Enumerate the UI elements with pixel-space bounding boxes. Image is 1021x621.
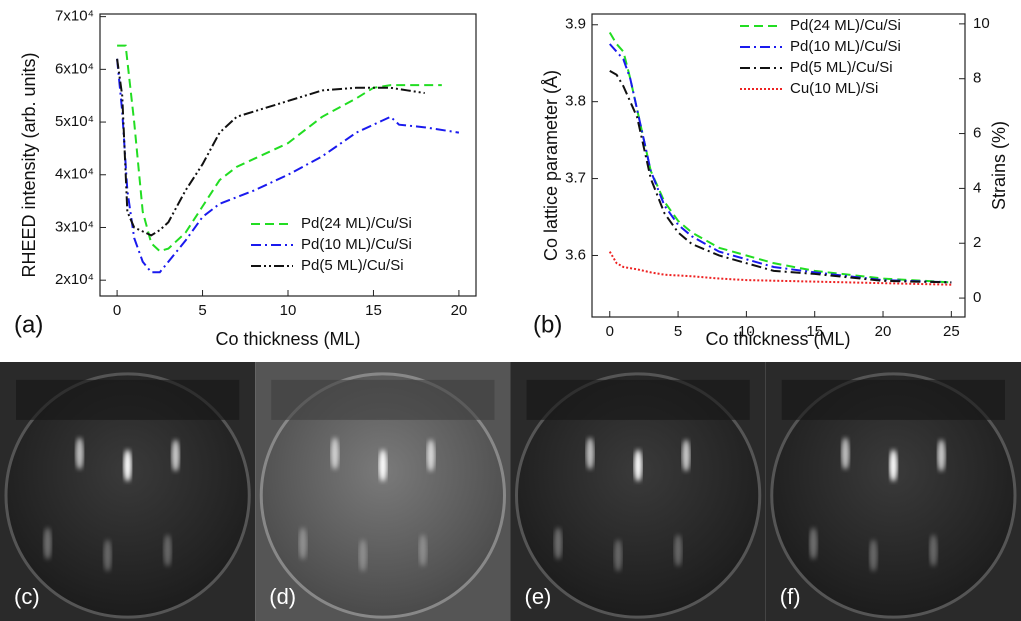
plot-frame: [99, 13, 477, 297]
screen: [515, 372, 762, 619]
x-tick-label: 20: [875, 323, 892, 340]
diffraction-streak: [418, 534, 427, 567]
diffraction-streak: [841, 437, 850, 470]
x-tick-label: 5: [674, 323, 682, 340]
x-tick-label: 0: [606, 323, 614, 340]
screen: [4, 372, 251, 619]
diffraction-streak: [809, 527, 818, 560]
data-line: [608, 31, 952, 284]
diffraction-streak: [378, 449, 387, 482]
y-tick-label: 5x10⁴: [55, 113, 94, 130]
diffraction-streak: [330, 437, 339, 470]
diffraction-streak: [929, 534, 938, 567]
shadow-band: [781, 379, 1005, 420]
diffraction-streak: [75, 437, 84, 470]
plot-frame: [591, 13, 966, 318]
x-axis-title: Co thickness (ML): [705, 329, 850, 349]
diffraction-streak: [426, 439, 435, 472]
x-tick-label: 10: [280, 302, 297, 319]
y2-tick-label: 6: [973, 125, 981, 142]
x-tick-label: 5: [198, 302, 206, 319]
x-tick-label: 15: [365, 302, 382, 319]
data-line: [116, 58, 460, 274]
rheed-image: (d): [255, 362, 511, 621]
image-label: (c): [14, 584, 40, 609]
data-line: [609, 70, 952, 284]
diffraction-streak: [43, 527, 52, 560]
data-line: [609, 43, 952, 284]
legend-label: Pd(5 ML)/Cu/Si: [301, 257, 404, 274]
y2-axis-title: Strains (%): [989, 121, 1009, 210]
diffraction-streak: [171, 439, 180, 472]
diffraction-streak: [674, 534, 683, 567]
y2-tick-label: 0: [973, 289, 981, 306]
diffraction-streak: [103, 539, 112, 572]
legend-label: Pd(24 ML)/Cu/Si: [301, 215, 412, 232]
y-tick-label: 2x10⁴: [55, 271, 94, 288]
screen: [259, 372, 506, 619]
diffraction-streak: [123, 449, 132, 482]
y-tick-label: 3x10⁴: [55, 218, 94, 235]
diffraction-streak: [889, 449, 898, 482]
diffraction-streak: [298, 527, 307, 560]
rheed-image: (c): [0, 362, 256, 621]
legend-label: Pd(10 ML)/Cu/Si: [301, 236, 412, 253]
x-tick-label: 15: [806, 323, 823, 340]
y2-tick-label: 10: [973, 15, 990, 32]
rheed-image: (e): [510, 362, 766, 621]
diffraction-streak: [614, 539, 623, 572]
x-tick-label: 0: [113, 302, 121, 319]
screen: [770, 372, 1017, 619]
y-tick-label: 7x10⁴: [55, 8, 94, 25]
panel-label: (a): [14, 311, 43, 338]
data-line: [608, 251, 952, 286]
data-line: [116, 58, 425, 237]
x-axis-title: Co thickness (ML): [215, 329, 360, 349]
y-axis-title: RHEED intensity (arb. units): [19, 52, 39, 277]
diffraction-streak: [634, 449, 643, 482]
image-label: (d): [269, 584, 296, 609]
legend-label: Pd(5 ML)/Cu/Si: [790, 59, 893, 76]
y-tick-label: 3.8: [565, 93, 586, 110]
diffraction-streak: [554, 527, 563, 560]
image-label: (f): [780, 584, 801, 609]
image-label: (e): [525, 584, 552, 609]
rheed-image: (f): [765, 362, 1021, 621]
diffraction-streak: [586, 437, 595, 470]
shadow-band: [271, 379, 495, 420]
y-tick-label: 3.9: [565, 16, 586, 33]
y2-tick-label: 4: [973, 179, 981, 196]
y-tick-label: 6x10⁴: [55, 60, 94, 77]
diffraction-streak: [163, 534, 172, 567]
y-tick-label: 3.6: [565, 246, 586, 263]
x-tick-label: 20: [451, 302, 468, 319]
x-tick-label: 10: [738, 323, 755, 340]
y2-tick-label: 2: [973, 234, 981, 251]
y-axis-title: Co lattice parameter (Å): [541, 70, 561, 261]
y-tick-label: 3.7: [565, 170, 586, 187]
diffraction-streak: [869, 539, 878, 572]
data-line: [117, 44, 442, 253]
legend-label: Pd(10 ML)/Cu/Si: [790, 38, 901, 55]
y-tick-label: 4x10⁴: [55, 166, 94, 183]
legend-label: Pd(24 ML)/Cu/Si: [790, 17, 901, 34]
legend-label: Cu(10 ML)/Si: [790, 80, 878, 97]
shadow-band: [526, 379, 750, 420]
diffraction-streak: [682, 439, 691, 472]
panel-label: (b): [533, 311, 562, 338]
x-tick-label: 25: [943, 323, 960, 340]
shadow-band: [16, 379, 240, 420]
y2-tick-label: 8: [973, 70, 981, 87]
diffraction-streak: [358, 539, 367, 572]
diffraction-streak: [937, 439, 946, 472]
